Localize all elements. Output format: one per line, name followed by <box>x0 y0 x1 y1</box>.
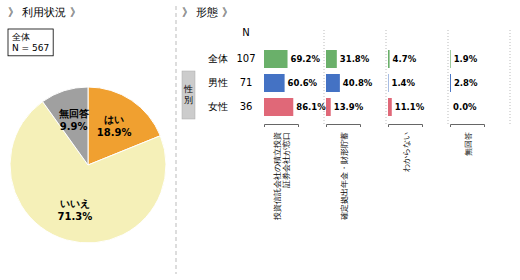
annotation: 全体N = 567 <box>8 29 53 56</box>
data-label: 2.8% <box>454 78 478 88</box>
panel: 69.2% 60.6% 86.1% 投資信託会社の積立投資証券会社が窓口 <box>264 30 326 221</box>
row-label: 男性 <box>208 77 228 88</box>
title: 》 形態 》 <box>182 6 233 19</box>
group-label: 性別 <box>183 84 193 105</box>
column-label-line: 確定拠出年金・財形貯蓄 <box>340 132 349 221</box>
data-label: 9.9% <box>60 121 88 132</box>
bar <box>326 50 337 68</box>
column-label: 無回答 <box>464 132 473 156</box>
title: 》 利用状況 》 <box>8 6 81 19</box>
chart-root: 》 利用状況 》はい18.9%いいえ71.3%無回答9.9%全体N = 567》… <box>0 0 520 280</box>
data-label: 13.9% <box>334 102 364 112</box>
data-label: 11.1% <box>395 102 425 112</box>
data-label: 60.6% <box>288 78 318 88</box>
x-axis <box>389 125 423 128</box>
data-label: 69.2% <box>291 54 321 64</box>
bar <box>388 74 389 92</box>
pie: はい 18.9% いいえ 71.3% 無回答 9.9% <box>10 87 166 243</box>
data-label: 18.9% <box>97 127 132 138</box>
column-label: わからない <box>402 132 411 172</box>
group-label-char: 別 <box>184 95 193 105</box>
bar <box>264 74 285 92</box>
data-label: 1.4% <box>391 78 415 88</box>
data-label: 0.0% <box>453 102 477 112</box>
pie-slice <box>43 87 88 165</box>
n-value: 36 <box>240 101 253 112</box>
bar <box>450 98 451 116</box>
slice-label: いいえ <box>60 198 90 209</box>
panel: 31.8% 40.8% 13.9% 確定拠出年金・財形貯蓄 <box>326 30 386 221</box>
column-label: 投資信託会社の積立投資証券会社が窓口 <box>273 132 291 221</box>
data-label: 1.9% <box>454 54 478 64</box>
row-label: 全体 <box>208 53 228 64</box>
x-axis <box>327 125 361 128</box>
bar <box>264 98 293 116</box>
row-label: 女性 <box>208 101 228 112</box>
column-label-line: 投資信託会社の積立投資 <box>273 132 282 221</box>
axis-line <box>265 125 299 128</box>
axis-line <box>451 125 485 128</box>
slice-label: 無回答 <box>58 108 90 119</box>
column-separator <box>386 30 387 126</box>
column-label-line: 証券会社が窓口 <box>282 132 291 188</box>
column-separator <box>510 30 511 126</box>
data-label: 71.3% <box>58 211 93 222</box>
x-axis <box>265 125 299 128</box>
group-bracket <box>182 71 195 119</box>
data-label: 40.8% <box>343 78 373 88</box>
bar <box>264 50 288 68</box>
group-label-char: 性 <box>183 84 193 94</box>
annotation-line: 全体 <box>12 32 30 42</box>
bar <box>388 50 390 68</box>
bars <box>450 50 451 92</box>
bar <box>326 98 331 116</box>
separator <box>176 6 177 274</box>
slice-label: はい <box>104 114 124 125</box>
data-label: 86.1% <box>296 102 326 112</box>
annotation-text: 全体N = 567 <box>12 32 49 53</box>
annotation-line: N = 567 <box>12 43 49 53</box>
bar <box>450 74 451 92</box>
panel: 1.9% 2.8% 0.0% 無回答 <box>450 30 510 156</box>
x-axis <box>451 125 485 128</box>
bar <box>388 98 392 116</box>
pie-chart: 》 利用状況 》はい 18.9% いいえ 71.3% 無回答 9.9% 全体N = 567 <box>8 6 166 243</box>
annotation-box <box>8 29 53 56</box>
column-label-line: 無回答 <box>464 132 473 156</box>
data-label: 4.7% <box>393 54 417 64</box>
axis-line <box>327 125 361 128</box>
n-value: 71 <box>240 77 253 88</box>
column-separator <box>324 30 325 126</box>
n-header: N <box>242 27 249 38</box>
column-label: 確定拠出年金・財形貯蓄 <box>340 132 349 221</box>
bar <box>450 50 451 68</box>
n-value: 107 <box>236 53 255 64</box>
bar-table: 》 形態 》 N 107 71 36 性別 全体男性女性 69.2% 60.6% 86.1% 投資信… <box>176 6 510 274</box>
bar <box>326 74 340 92</box>
column-label-line: わからない <box>402 132 411 172</box>
data-label: 31.8% <box>340 54 370 64</box>
axis-line <box>389 125 423 128</box>
column-separator <box>448 30 449 126</box>
panel: 4.7% 1.4% 11.1% わからない <box>388 30 448 172</box>
